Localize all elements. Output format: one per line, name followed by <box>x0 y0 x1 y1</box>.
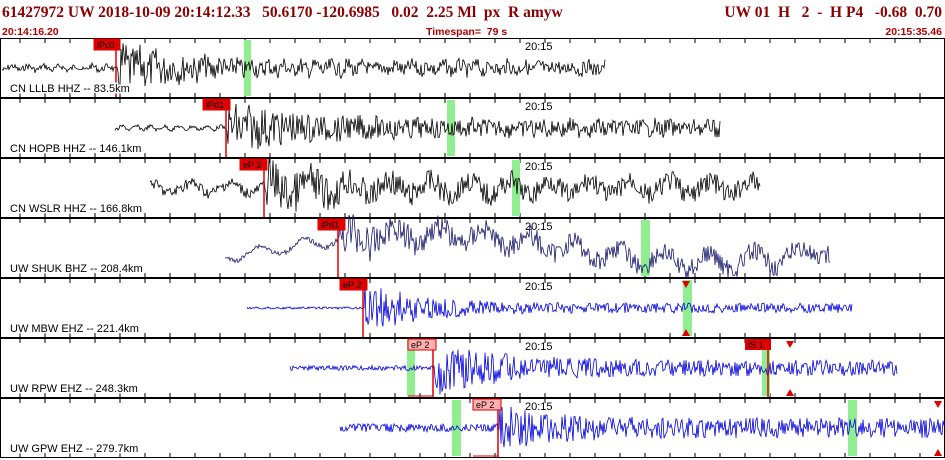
trace-panel[interactable]: 20:15 eP 2 UW MBW EHZ -- 221.4km <box>0 278 945 338</box>
waveform <box>1 43 606 87</box>
pick-label: eP 2 <box>411 340 429 350</box>
waveform <box>224 214 831 278</box>
minute-label: 20:15 <box>525 401 553 413</box>
analysis-window[interactable] <box>683 280 692 336</box>
pick-flag[interactable] <box>317 218 346 231</box>
station-label: CN HOPB HHZ -- 146.1km <box>10 143 141 155</box>
panel-border <box>0 158 945 218</box>
minute-label: 20:15 <box>525 101 553 113</box>
minute-label: 20:15 <box>525 221 553 233</box>
analysis-window[interactable] <box>244 40 251 96</box>
s-pick-label: iS 1 <box>748 340 764 350</box>
station-label: CN WSLR HHZ -- 166.8km <box>10 203 142 215</box>
event-quality: UW 01 H 2 - H P4 -0.68 0.70 <box>724 4 942 21</box>
trace-panel[interactable]: 20:15 eP 2 UW GPW EHZ -- 279.7km <box>0 398 945 458</box>
minute-label: 20:15 <box>525 281 553 293</box>
trace-panel[interactable]: 20:15 eP 2 iS 1 UW RPW EHZ -- 248.3km <box>0 338 945 398</box>
station-label: UW SHUK BHZ -- 208.4km <box>10 263 143 275</box>
s-pick-flag[interactable] <box>745 339 771 350</box>
station-label: UW GPW EHZ -- 279.7km <box>10 443 138 455</box>
trace-panel[interactable]: 20:15 iPd1 UW SHUK BHZ -- 208.4km <box>0 214 945 278</box>
panel-border <box>0 338 945 398</box>
pick-label: eP 2 <box>476 400 494 410</box>
waveform <box>339 406 945 448</box>
marker-triangle-up-icon <box>682 329 690 336</box>
station-label: UW MBW EHZ -- 221.4km <box>10 323 139 335</box>
trace-panel[interactable]: 20:15 eP 2 CN WSLR HHZ -- 166.8km <box>0 158 945 218</box>
event-summary: 61427972 UW 2018-10-09 20:14:12.33 50.61… <box>2 4 563 21</box>
waveform <box>289 349 898 395</box>
pick-label: eP 2 <box>243 160 261 170</box>
analysis-window[interactable] <box>447 100 455 156</box>
pick-label: iPd1 <box>206 100 224 110</box>
timespan: Timespan= 79 s <box>426 26 508 38</box>
station-label: CN LLLB HHZ -- 83.5km <box>10 83 130 95</box>
marker-triangle-up-icon <box>934 449 942 456</box>
waveform <box>149 158 761 212</box>
marker-triangle-up-icon <box>786 389 794 396</box>
start-time: 20:14:16.20 <box>2 26 59 38</box>
pick-flag[interactable] <box>239 158 268 171</box>
pick-label: eP 2 <box>343 280 361 290</box>
marker-triangle-down-icon <box>682 281 690 288</box>
minute-label: 20:15 <box>525 161 553 173</box>
trace-panel[interactable]: 20:15 iPd1 CN HOPB HHZ -- 146.1km <box>0 98 945 158</box>
seismogram-panels[interactable]: 20:15 iPc0 CN LLLB HHZ -- 83.5km 20:15 iPd1 C… <box>0 38 945 460</box>
pick-flag[interactable] <box>407 338 437 351</box>
end-time: 20:15:35.46 <box>885 26 942 38</box>
trace-panel[interactable]: 20:15 iPc0 CN LLLB HHZ -- 83.5km <box>0 38 945 98</box>
minute-label: 20:15 <box>525 341 553 353</box>
pick-flag[interactable] <box>93 38 121 51</box>
analysis-window[interactable] <box>641 220 650 276</box>
pick-flag[interactable] <box>202 98 231 111</box>
analysis-window[interactable] <box>848 400 857 456</box>
station-label: UW RPW EHZ -- 248.3km <box>10 383 138 395</box>
event-header: 61427972 UW 2018-10-09 20:14:12.33 50.61… <box>0 0 945 40</box>
analysis-window[interactable] <box>512 160 520 216</box>
pick-flag[interactable] <box>472 398 502 411</box>
panel-border <box>0 98 945 158</box>
waveform <box>114 103 721 150</box>
marker-triangle-down-icon <box>786 341 794 348</box>
pick-flag[interactable] <box>339 278 368 291</box>
minute-label: 20:15 <box>525 41 553 53</box>
waveform <box>246 283 853 327</box>
pick-label: iPc0 <box>97 40 115 50</box>
pick-label: iPd1 <box>321 220 339 230</box>
marker-triangle-down-icon <box>934 401 942 408</box>
